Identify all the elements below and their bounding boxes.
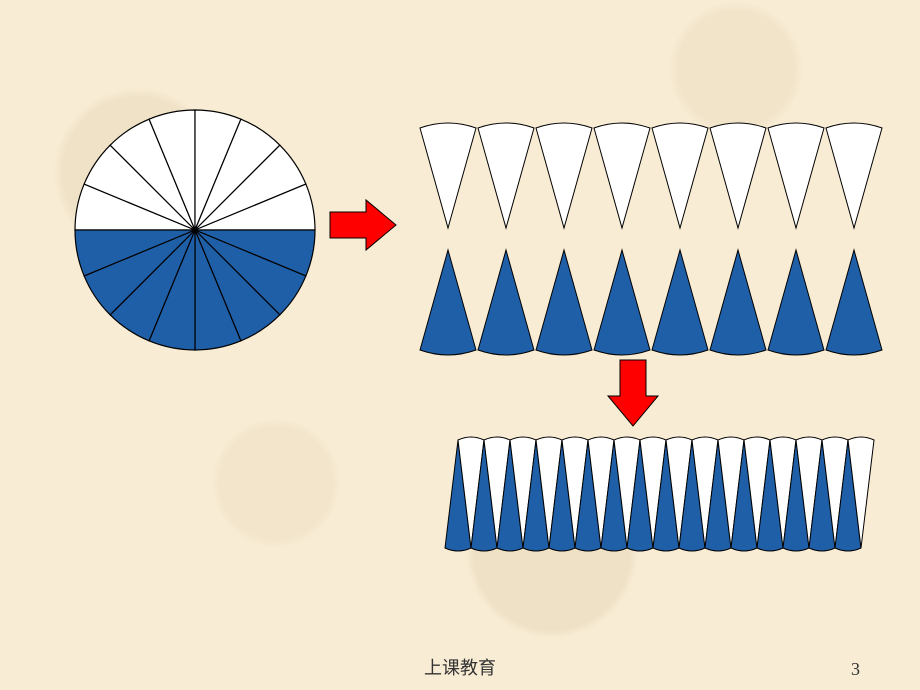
diagram-canvas <box>0 0 920 690</box>
arrow-right <box>330 200 396 250</box>
parallelogram <box>445 437 874 551</box>
wedge-row-lower <box>420 250 882 355</box>
footer-label: 上课教育 <box>424 654 496 680</box>
slide: 上课教育 3 <box>0 0 920 690</box>
wedge-row-upper <box>420 123 882 228</box>
pie-circle <box>75 110 315 350</box>
page-number: 3 <box>851 659 860 680</box>
arrow-down <box>608 360 658 426</box>
